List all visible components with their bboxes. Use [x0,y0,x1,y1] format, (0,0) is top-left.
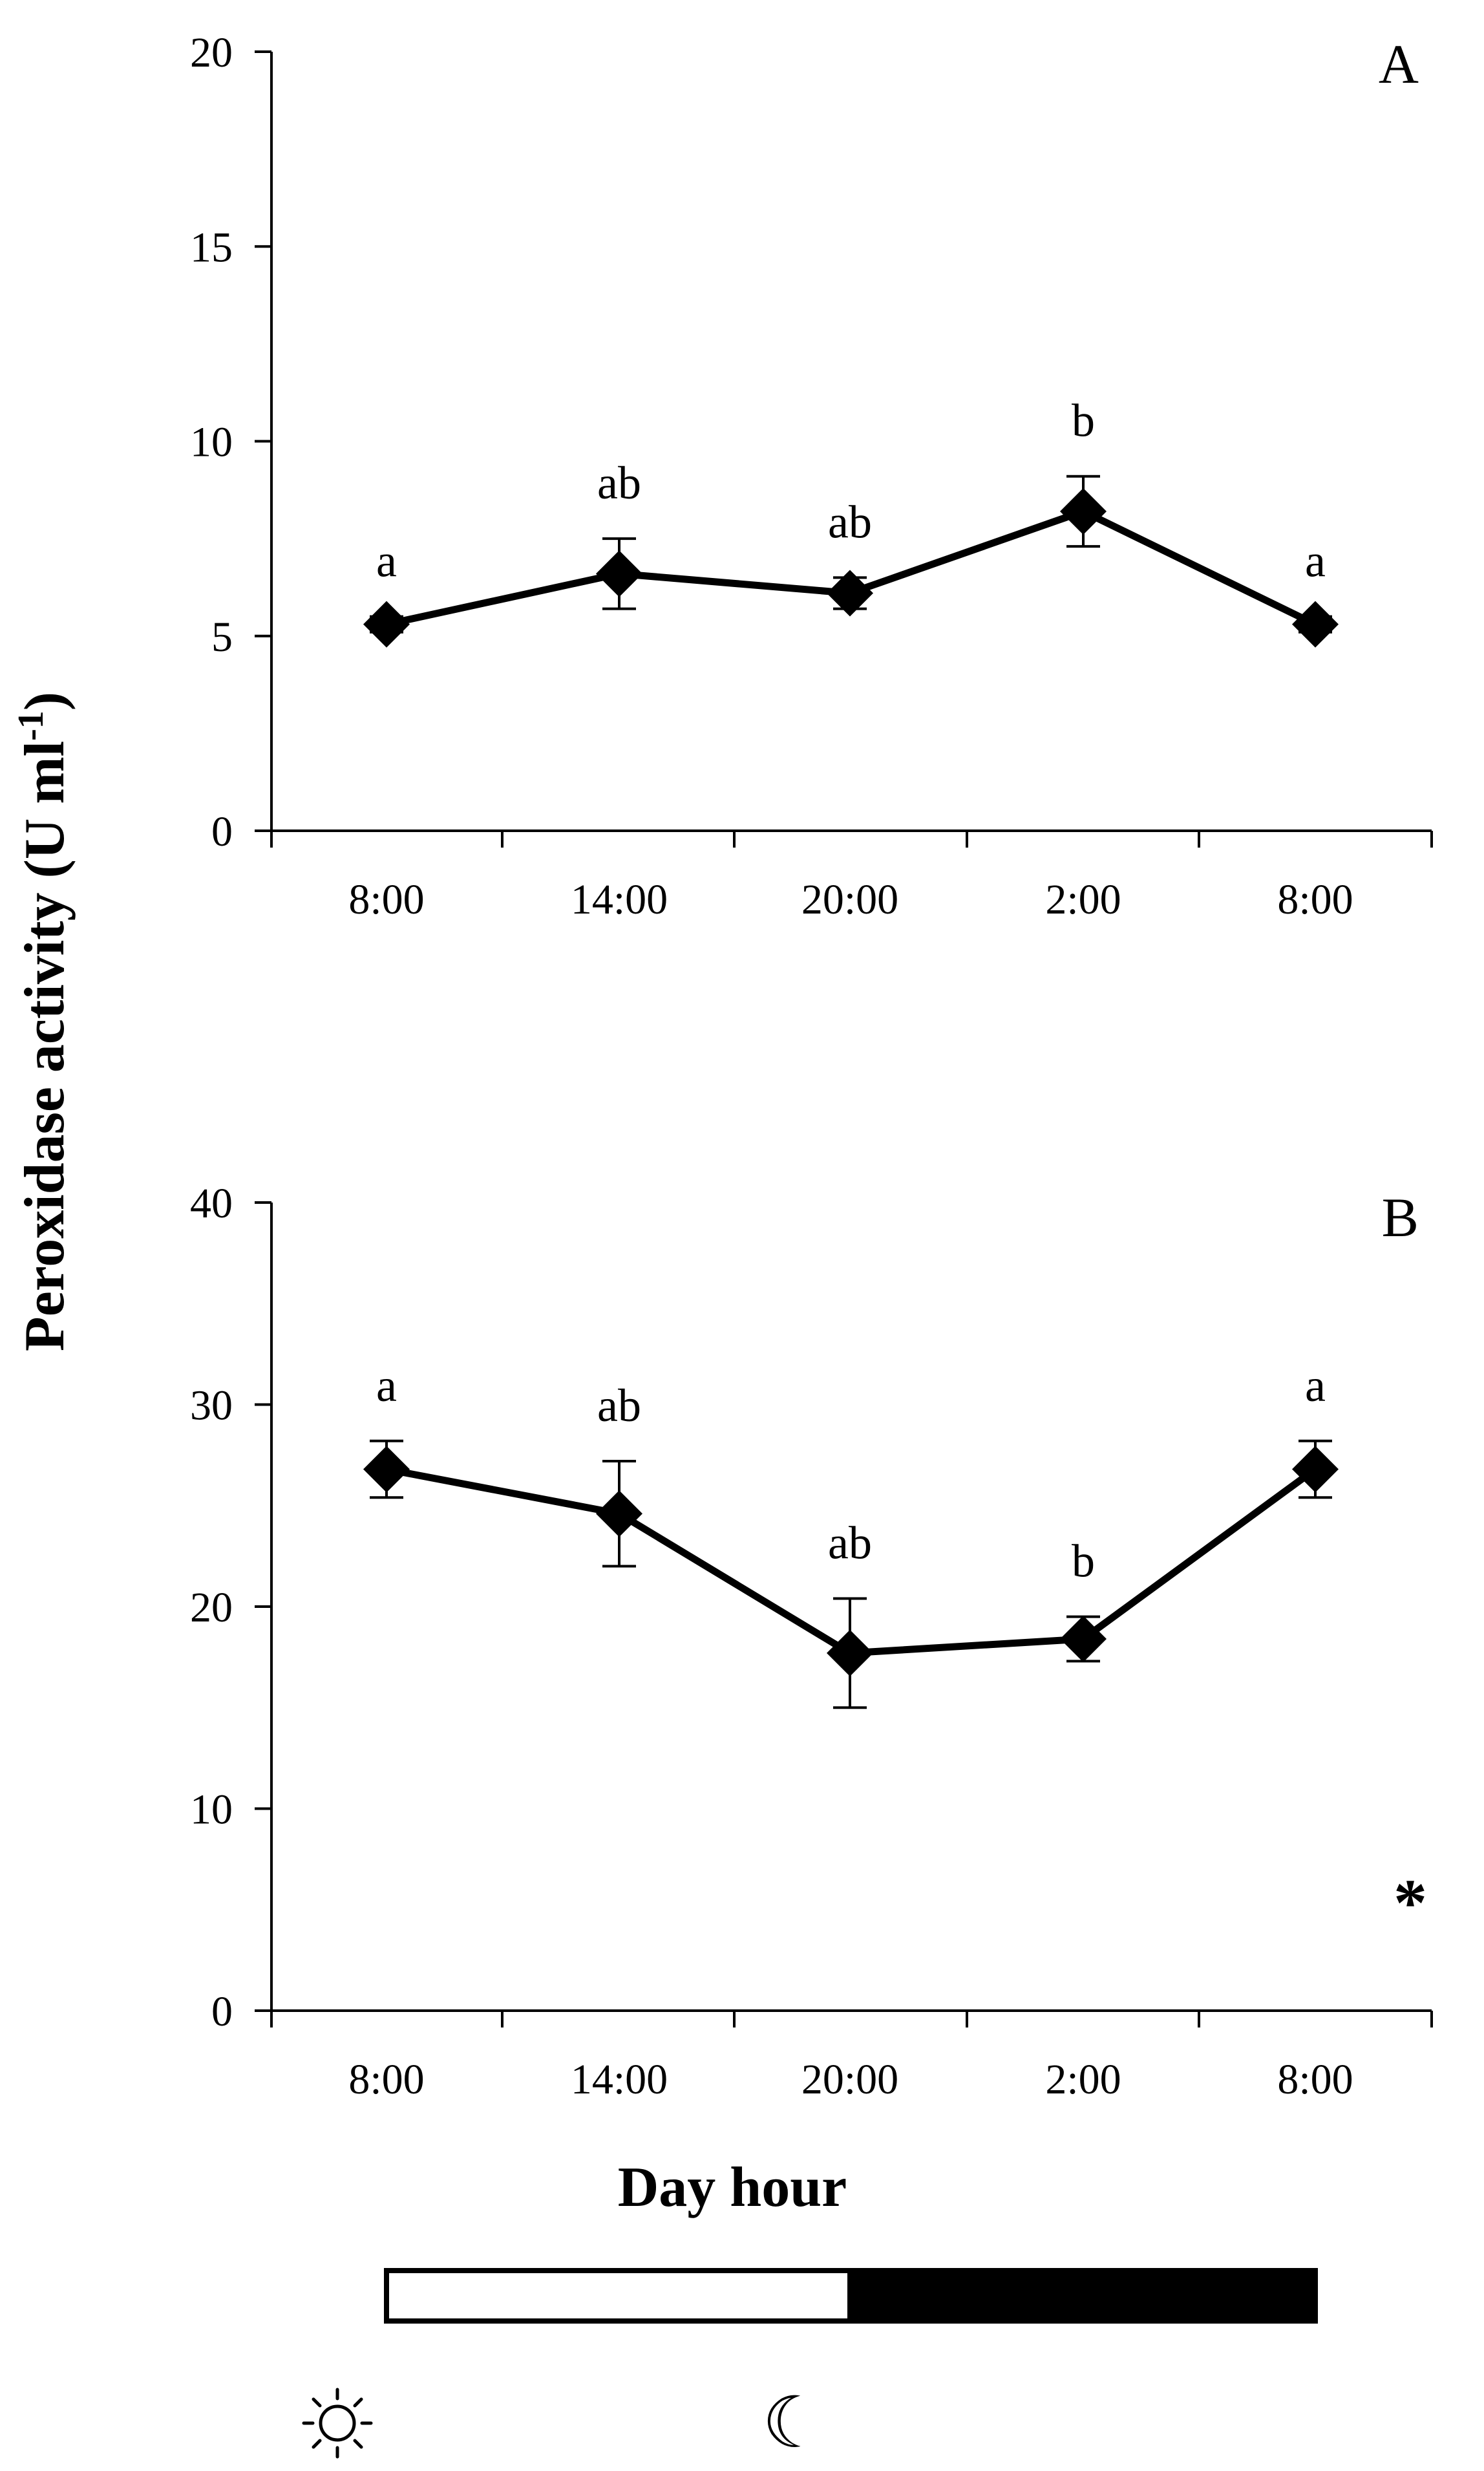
significance-letter: ab [828,496,872,548]
y-tick-label: 10 [190,419,233,466]
x-tick-label: 8:00 [348,876,424,923]
panel-a: 0 5 10 15 20 8:00 14:00 20:00 2:00 8:00 a ab ab b a A [190,29,1433,923]
significance-letter: ab [597,457,641,509]
x-tick-label: 14:00 [571,2056,668,2103]
y-tick-label: 20 [190,29,233,76]
significance-asterisk: * [1394,1866,1427,1940]
y-tick-label: 5 [211,614,233,661]
y-tick-label: 0 [211,808,233,855]
data-point [827,570,873,617]
panel-label: A [1379,33,1419,95]
panel-label: B [1382,1186,1419,1248]
data-point [1060,487,1107,535]
significance-letter: ab [597,1380,641,1431]
x-tick-label: 8:00 [348,2056,424,2103]
significance-letter: a [1305,1360,1326,1411]
significance-letter: ab [828,1517,872,1569]
data-point [363,601,410,648]
y-tick-label: 15 [190,224,233,271]
data-point [827,1629,873,1676]
x-tick-label: 8:00 [1277,876,1353,923]
photoperiod-bar [384,2268,1318,2324]
data-point [1292,1446,1339,1493]
x-tick-label: 14:00 [571,876,668,923]
x-tick-label: 2:00 [1045,2056,1121,2103]
photoperiod-dark [847,2268,1318,2324]
significance-letter: b [1072,1535,1095,1587]
sun-icon [302,2388,373,2459]
y-tick-label: 20 [190,1584,233,1631]
data-point [596,550,642,597]
data-point [1060,1616,1107,1662]
significance-letter: a [1305,535,1326,587]
significance-letter: a [376,535,397,587]
x-tick-label: 8:00 [1277,2056,1353,2103]
y-axis-title: Peroxidase activity (U ml-1) [11,692,76,1351]
x-tick-label: 20:00 [801,2056,898,2103]
data-point [363,1446,410,1493]
photoperiod-light [384,2268,853,2324]
moon-icon: ☾ [762,2381,826,2464]
x-axis-title: Day hour [618,2156,847,2219]
data-point [1292,601,1339,648]
y-axis-title-superscript: -1 [11,711,51,741]
panel-b: 0 10 20 30 40 8:00 14:00 20:00 2:00 8:00 a ab ab b a B * [190,1180,1433,2103]
data-point [596,1490,642,1537]
x-tick-label: 2:00 [1045,876,1121,923]
y-tick-label: 30 [190,1382,233,1429]
y-tick-label: 40 [190,1180,233,1227]
x-tick-label: 20:00 [801,876,898,923]
significance-letter: b [1072,395,1095,447]
significance-letter: a [376,1360,397,1411]
y-tick-label: 10 [190,1786,233,1834]
y-tick-label: 0 [211,1988,233,2035]
